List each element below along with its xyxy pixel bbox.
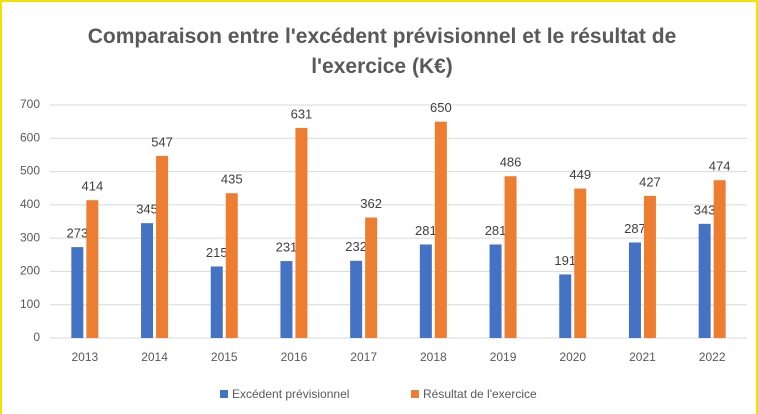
data-label: 427 [639, 174, 661, 189]
data-label: 631 [291, 106, 313, 121]
bar [419, 244, 432, 338]
data-label: 343 [694, 202, 716, 217]
bar [643, 195, 656, 338]
x-tick-label: 2016 [281, 350, 308, 364]
legend-label: Excédent prévisionnel [232, 387, 349, 401]
x-tick-label: 2014 [141, 350, 168, 364]
x-tick-label: 2020 [559, 350, 586, 364]
data-label: 435 [221, 172, 243, 187]
bar [156, 155, 169, 338]
bar [71, 247, 84, 338]
bar [574, 188, 587, 338]
legend-swatch [411, 390, 419, 398]
data-label: 345 [136, 202, 158, 217]
data-label: 414 [81, 179, 103, 194]
bar [350, 260, 363, 338]
y-tick-label: 600 [20, 130, 40, 144]
bar [698, 223, 711, 338]
bar [559, 274, 572, 338]
bar [504, 176, 517, 338]
data-label: 287 [624, 221, 646, 236]
data-label: 281 [485, 223, 507, 238]
data-label: 281 [415, 223, 437, 238]
y-tick-label: 100 [20, 297, 40, 311]
bar [713, 180, 726, 338]
x-tick-label: 2013 [71, 350, 98, 364]
bar [280, 261, 293, 338]
bar [295, 127, 308, 339]
y-tick-label: 300 [20, 230, 40, 244]
data-label: 547 [151, 134, 173, 149]
x-tick-label: 2017 [350, 350, 377, 364]
data-label: 650 [430, 100, 452, 115]
x-tick-label: 2019 [490, 350, 517, 364]
chart-title: Comparaison entre l'excédent prévisionne… [87, 25, 677, 78]
bar [434, 121, 447, 339]
data-label: 231 [276, 240, 298, 255]
legend-label: Résultat de l'exercice [423, 387, 537, 401]
y-tick-label: 700 [20, 97, 40, 111]
x-tick-label: 2021 [629, 350, 656, 364]
y-tick-label: 400 [20, 197, 40, 211]
data-label: 362 [360, 196, 382, 211]
y-tick-label: 200 [20, 264, 40, 278]
bar [489, 244, 502, 338]
x-tick-label: 2022 [699, 350, 726, 364]
data-label: 215 [206, 245, 228, 260]
data-label: 191 [554, 253, 576, 268]
bar [365, 217, 378, 338]
data-label: 486 [500, 155, 522, 170]
bar [86, 200, 99, 338]
x-tick-label: 2018 [420, 350, 447, 364]
data-label: 449 [569, 167, 591, 182]
data-label: 232 [345, 239, 367, 254]
bar [628, 242, 641, 338]
bar [225, 193, 238, 338]
y-tick-label: 500 [20, 164, 40, 178]
x-tick-label: 2015 [211, 350, 238, 364]
bar [141, 223, 154, 338]
legend-swatch [220, 390, 228, 398]
data-label: 474 [709, 159, 731, 174]
y-tick-label: 0 [33, 330, 40, 344]
bar [210, 266, 223, 338]
data-label: 273 [66, 226, 88, 241]
